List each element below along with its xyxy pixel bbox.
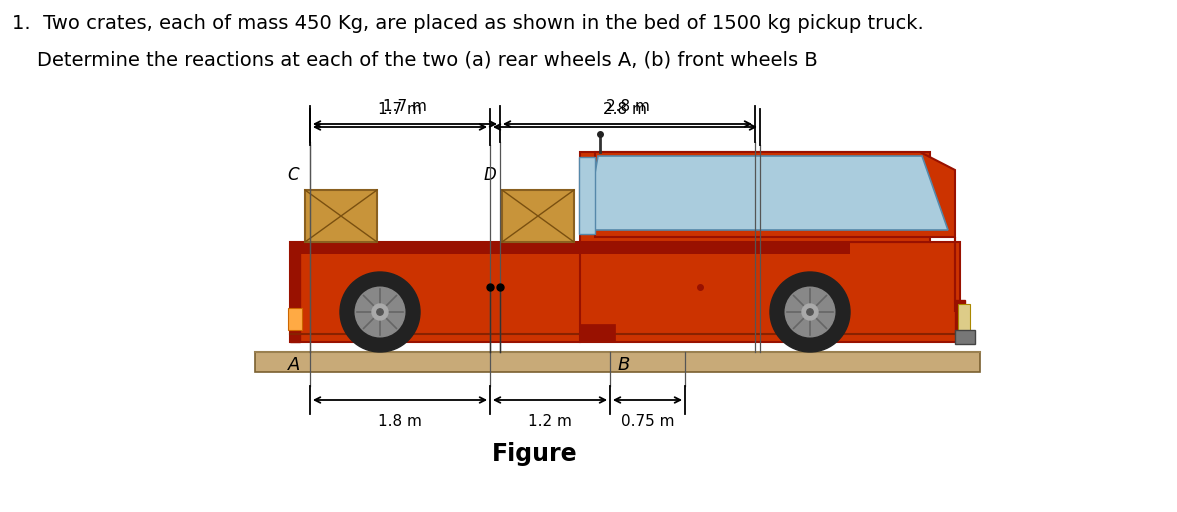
Polygon shape (955, 300, 965, 334)
Bar (580, 152, 930, 242)
Bar (290, 242, 850, 254)
Text: D: D (484, 166, 496, 184)
Text: Determine the reactions at each of the two (a) rear wheels A, (b) front wheels B: Determine the reactions at each of the t… (12, 50, 818, 69)
Circle shape (806, 309, 813, 315)
Circle shape (377, 309, 384, 315)
Bar (503, 190, 574, 242)
Circle shape (770, 272, 850, 352)
Text: G: G (513, 276, 526, 294)
Circle shape (802, 304, 818, 320)
Text: 1.8 m: 1.8 m (378, 414, 421, 429)
Polygon shape (585, 156, 947, 230)
Text: B: B (618, 356, 631, 374)
Bar (955, 330, 975, 344)
Bar (288, 308, 302, 330)
Text: 1.  Two crates, each of mass 450 Kg, are placed as shown in the bed of 1500 kg p: 1. Two crates, each of mass 450 Kg, are … (12, 14, 924, 33)
Text: 1.2 m: 1.2 m (528, 414, 572, 429)
Text: G: G (503, 276, 516, 294)
Circle shape (372, 304, 388, 320)
Bar (255, 352, 980, 372)
Bar (290, 242, 960, 342)
Circle shape (785, 287, 834, 337)
Bar (958, 304, 970, 332)
Text: 2.8 m: 2.8 m (605, 99, 650, 114)
Bar (580, 324, 616, 342)
Text: 1.7 m: 1.7 m (383, 99, 427, 114)
Text: A: A (287, 356, 300, 374)
Circle shape (340, 272, 420, 352)
Text: 0.75 m: 0.75 m (620, 414, 674, 429)
Polygon shape (596, 152, 955, 237)
Bar (305, 190, 377, 242)
Circle shape (355, 287, 405, 337)
Text: Figure: Figure (492, 442, 578, 466)
Text: C: C (287, 166, 299, 184)
Polygon shape (290, 242, 300, 342)
Polygon shape (579, 157, 596, 234)
Text: 2.8 m: 2.8 m (603, 102, 647, 117)
Text: 1.7 m: 1.7 m (378, 102, 421, 117)
